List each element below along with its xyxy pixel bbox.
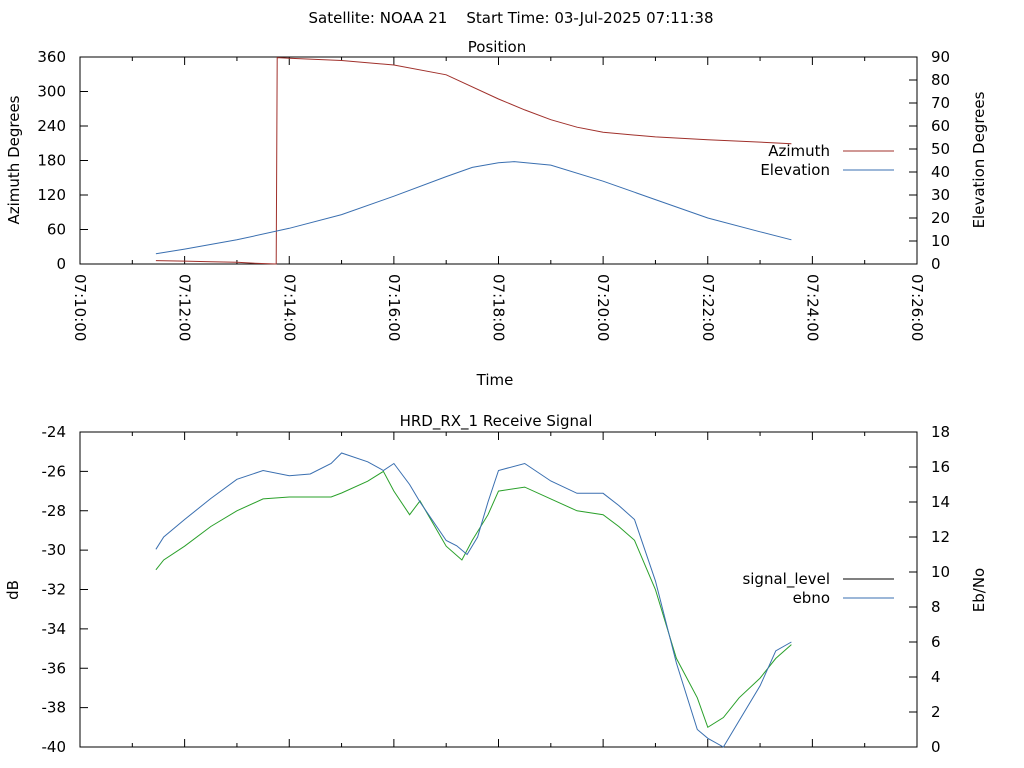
position-title: Position [468,38,526,56]
position-ylabel-left: Azimuth Degrees [5,95,23,224]
legend-label: signal_level [742,570,830,589]
y-right-tick-label: 0 [931,255,941,273]
y-left-tick-label: -30 [42,541,67,559]
y-left-tick-label: 360 [37,48,66,66]
position-left-axis: 0 60 120 180 240 300 360 [37,48,88,273]
series-line-signal_level [155,470,792,729]
x-tick-label: 07:14:00 [280,274,298,341]
signal-ylabel-left: dB [4,580,22,600]
y-left-tick-label: -32 [42,581,67,599]
y-right-tick-label: 6 [931,633,941,651]
position-series [155,57,792,265]
series-line-ebno [155,452,792,748]
y-right-tick-label: 4 [931,668,941,686]
position-x-axis: 07:10:00 07:12:00 07:14:00 07:16:00 07:18:00… [71,57,926,341]
x-tick-label: 07:12:00 [176,274,194,341]
x-tick-label: 07:24:00 [803,274,821,341]
y-left-tick-label: 240 [37,117,66,135]
y-right-tick-label: 80 [931,71,950,89]
signal-right-axis: 0 2 4 6 8 10 12 14 16 18 [909,423,950,756]
x-tick-label: 07:10:00 [71,274,89,341]
position-xlabel: Time [476,371,514,389]
y-right-tick-label: 30 [931,186,950,204]
y-right-tick-label: 14 [931,493,950,511]
y-left-tick-label: 60 [47,221,66,239]
y-right-tick-label: 16 [931,458,950,476]
y-right-tick-label: 20 [931,209,950,227]
y-right-tick-label: 50 [931,140,950,158]
y-left-tick-label: 300 [37,83,66,101]
y-right-tick-label: 2 [931,703,941,721]
legend-label: Elevation [760,161,830,179]
x-tick-label: 07:16:00 [385,274,403,341]
y-left-tick-label: -40 [42,738,67,756]
signal-series [155,452,792,748]
series-line-Azimuth [155,57,792,265]
y-left-tick-label: -34 [42,620,67,638]
legend-label: Azimuth [768,142,830,160]
x-tick-label: 07:18:00 [490,274,508,341]
y-right-tick-label: 8 [931,598,941,616]
y-right-tick-label: 0 [931,738,941,756]
y-left-tick-label: 120 [37,186,66,204]
y-left-tick-label: 0 [56,255,66,273]
signal-x-axis [79,432,918,747]
y-left-tick-label: -28 [42,502,67,520]
y-right-tick-label: 40 [931,163,950,181]
y-left-tick-label: -26 [42,462,67,480]
x-tick-label: 07:22:00 [699,274,717,341]
x-tick-label: 07:26:00 [908,274,926,341]
position-right-axis: 0 10 20 30 40 50 60 70 80 90 [909,48,950,273]
signal-left-axis: -24 -26 -28 -30 -32 -34 -36 -38 -40 [42,423,88,756]
signal-ylabel-right: Eb/No [970,568,988,612]
y-right-tick-label: 12 [931,528,950,546]
legend-label: ebno [793,589,830,607]
y-right-tick-label: 90 [931,48,950,66]
y-left-tick-label: -36 [42,659,67,677]
y-right-tick-label: 60 [931,117,950,135]
x-tick-label: 07:20:00 [594,274,612,341]
y-left-tick-label: -24 [42,423,67,441]
y-right-tick-label: 70 [931,94,950,112]
signal-frame [79,431,918,748]
y-left-tick-label: -38 [42,699,67,717]
y-right-tick-label: 10 [931,563,950,581]
signal-title: HRD_RX_1 Receive Signal [400,412,593,431]
y-right-tick-label: 18 [931,423,950,441]
signal-chart: HRD_RX_1 Receive Signal -24-26-28-30-32-… [4,412,988,756]
position-ylabel-right: Elevation Degrees [970,91,988,228]
position-chart: Position 0 60 120 180 240 300 360 0 10 20 30 40 50 6… [5,38,988,389]
series-line-Elevation [155,161,792,255]
y-left-tick-label: 180 [37,152,66,170]
page-title: Satellite: NOAA 21 Start Time: 03-Jul-20… [309,9,714,27]
y-right-tick-label: 10 [931,232,950,250]
